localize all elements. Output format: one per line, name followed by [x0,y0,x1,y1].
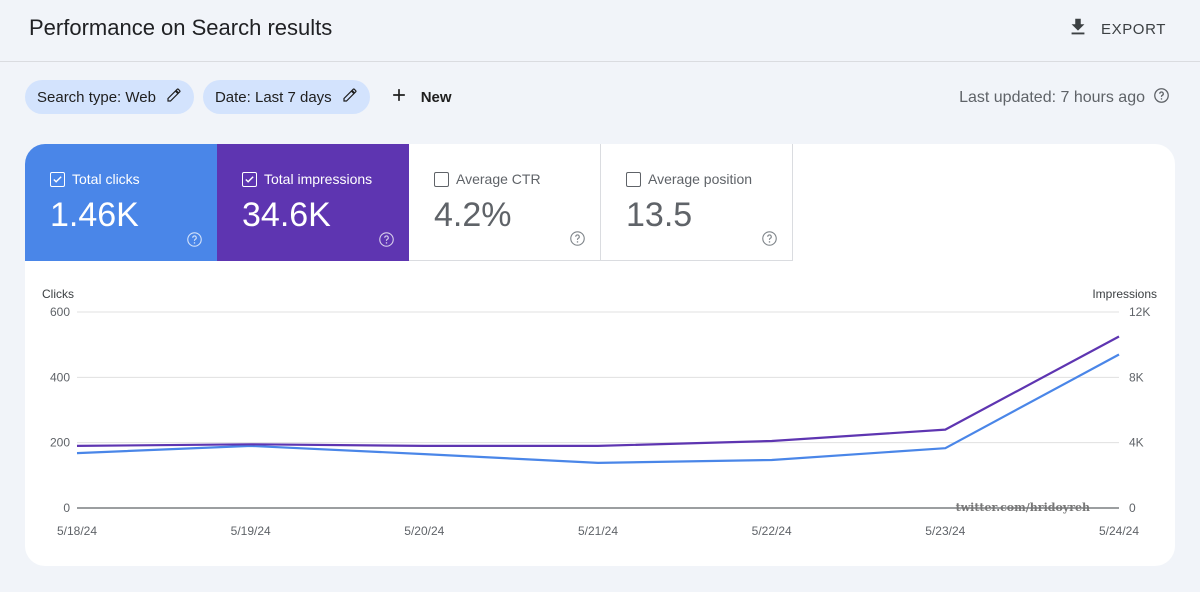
metric-average-ctr[interactable]: Average CTR 4.2% [409,144,601,261]
help-icon[interactable] [1153,87,1170,109]
help-icon[interactable] [569,230,586,247]
metric-label: Total impressions [264,171,373,187]
y-right-tick-label: 8K [1129,370,1144,384]
checkbox-checked-icon[interactable] [242,171,257,187]
pencil-icon [342,87,358,107]
checkbox-checked-icon[interactable] [50,171,65,187]
checkbox-unchecked-icon[interactable] [434,171,449,187]
metric-value: 13.5 [626,196,693,234]
export-label: EXPORT [1100,20,1166,38]
x-tick-label: 5/24/24 [1099,524,1139,538]
y-left-tick-label: 400 [50,370,70,384]
metric-tiles: Total clicks 1.46K Total impressions 34.… [25,144,793,261]
metric-label: Average CTR [456,171,541,187]
x-tick-label: 5/20/24 [404,524,444,538]
y-left-tick-label: 0 [63,501,70,515]
metric-label: Average position [648,171,753,187]
help-icon[interactable] [378,231,395,248]
date-label: Date: Last 7 days [214,88,332,106]
download-icon [1067,16,1089,42]
y-right-axis-title: Impressions [1092,287,1157,301]
performance-card: 0 200 400 600 0 4K 8K 12K Clicks Impressions 5/18/… [25,144,1175,566]
filter-bar: Search type: Web Date: Last 7 days New [25,80,452,114]
page-header: Performance on Search results EXPORT [0,0,1200,62]
y-left-tick-label: 600 [50,305,70,319]
plus-icon [389,85,409,109]
last-updated: Last updated: 7 hours ago [959,87,1170,109]
date-chip[interactable]: Date: Last 7 days [202,80,370,114]
watermark-text: twitter.com/hridoyreh [956,501,1090,514]
y-right-tick-label: 0 [1129,501,1136,515]
pencil-icon [166,87,182,107]
chart-svg: 0 200 400 600 0 4K 8K 12K Clicks Impressions 5/18/… [42,287,1157,538]
search-type-chip[interactable]: Search type: Web [25,80,194,114]
last-updated-text: Last updated: 7 hours ago [959,89,1145,106]
help-icon[interactable] [761,230,778,247]
help-icon[interactable] [186,231,203,248]
checkbox-unchecked-icon[interactable] [626,171,641,187]
y-right-tick-label: 12K [1129,305,1150,319]
y-right-tick-label: 4K [1129,436,1144,450]
new-filter-button[interactable]: New [389,85,452,109]
x-tick-label: 5/18/24 [57,524,97,538]
x-tick-label: 5/19/24 [231,524,271,538]
metric-label: Total clicks [72,171,140,187]
metric-value: 1.46K [50,196,139,234]
performance-chart: 0 200 400 600 0 4K 8K 12K Clicks Impressions 5/18/… [25,144,1175,566]
metric-value: 34.6K [242,196,331,234]
export-button[interactable]: EXPORT [1067,16,1166,42]
metric-average-position[interactable]: Average position 13.5 [601,144,793,261]
x-tick-label: 5/21/24 [578,524,618,538]
page-title: Performance on Search results [29,15,333,40]
series-line-total-impressions [76,335,1120,447]
metric-total-impressions[interactable]: Total impressions 34.6K [217,144,409,261]
x-tick-label: 5/22/24 [752,524,792,538]
y-left-tick-label: 200 [50,436,70,450]
y-left-axis-title: Clicks [42,287,74,301]
new-filter-label: New [420,88,452,106]
metric-total-clicks[interactable]: Total clicks 1.46K [25,144,217,261]
x-tick-label: 5/23/24 [925,524,965,538]
search-type-label: Search type: Web [37,88,156,106]
metric-value: 4.2% [434,196,512,234]
